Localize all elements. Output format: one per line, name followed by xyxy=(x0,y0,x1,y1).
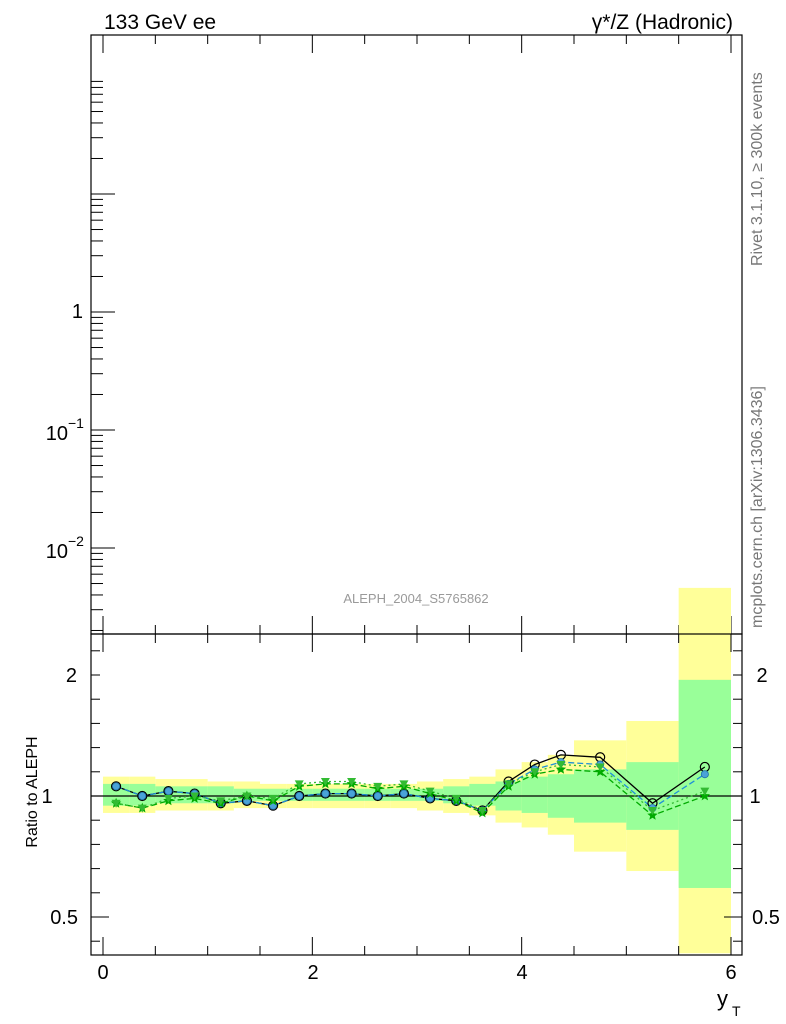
series-point-1 xyxy=(295,792,304,801)
series-line-2 xyxy=(115,768,706,817)
series-point-1 xyxy=(138,792,147,801)
series-point-1 xyxy=(112,782,121,791)
series-point-3 xyxy=(373,782,383,791)
ratio-ytick-label-left-05: 0.5 xyxy=(50,907,78,929)
series-point-0 xyxy=(137,790,148,802)
series-point-0 xyxy=(320,788,331,799)
header-left-label: 133 GeV ee xyxy=(104,11,216,34)
inner-band-bin xyxy=(521,776,548,813)
rivet-version-label: Rivet 3.1.10, ≥ 300k events xyxy=(749,72,766,266)
xtick-label-2: 2 xyxy=(307,962,318,984)
series-point-3 xyxy=(190,792,200,801)
ratio-series-group xyxy=(110,749,711,820)
main-ytick-label-10b: 10 xyxy=(46,541,68,563)
series-point-3 xyxy=(556,761,566,770)
main-panel-frame xyxy=(90,34,743,635)
series-point-1 xyxy=(700,770,709,779)
main-ytick-exponent-minus1: −1 xyxy=(68,415,84,431)
x-axis-label-subscript: T xyxy=(732,1003,741,1019)
main-ytick-exponent-minus2: −2 xyxy=(68,533,84,549)
series-point-0 xyxy=(110,781,122,792)
series-point-3 xyxy=(163,794,173,803)
xtick-label-6: 6 xyxy=(725,962,736,984)
ratio-ytick-label-right-1: 1 xyxy=(749,786,760,808)
series-point-3 xyxy=(530,768,540,777)
series-point-3 xyxy=(242,792,252,801)
ratio-ytick-label-left-2: 2 xyxy=(66,665,77,687)
series-point-3 xyxy=(425,787,435,796)
series-point-0 xyxy=(346,788,357,799)
series-point-1 xyxy=(321,789,330,798)
main-y-ticks xyxy=(91,35,732,634)
series-point-0 xyxy=(294,790,305,802)
series-point-3 xyxy=(399,780,409,789)
series-point-1 xyxy=(373,792,382,801)
series-point-3 xyxy=(451,794,461,803)
header-right-label: γ*/Z (Hadronic) xyxy=(592,11,733,34)
ratio-ytick-label-right-2: 2 xyxy=(756,665,767,687)
inner-band-bin xyxy=(469,783,496,806)
x-axis-label: y xyxy=(717,986,728,1011)
series-point-3 xyxy=(137,804,147,813)
series-point-1 xyxy=(164,787,173,796)
series-point-3 xyxy=(347,777,357,786)
main-ytick-label-1: 1 xyxy=(72,301,83,323)
series-point-1 xyxy=(399,789,408,798)
series-line-1 xyxy=(115,761,706,812)
series-point-3 xyxy=(294,780,304,789)
ratio-y-axis-label: Ratio to ALEPH xyxy=(24,736,41,847)
ratio-ticks xyxy=(91,634,742,955)
series-point-3 xyxy=(700,787,710,796)
series-point-1 xyxy=(347,789,356,798)
inner-band-bin xyxy=(678,679,731,888)
series-point-0 xyxy=(372,790,383,802)
series-point-3 xyxy=(504,780,514,789)
series-point-3 xyxy=(320,777,330,786)
series-point-3 xyxy=(216,797,226,806)
series-point-3 xyxy=(595,763,605,772)
xtick-label-4: 4 xyxy=(516,962,527,984)
series-point-3 xyxy=(111,799,121,808)
series-point-0 xyxy=(398,788,410,799)
ratio-ytick-label-left-1: 1 xyxy=(41,786,52,808)
ratio-panel: 2 1 0.5 2 1 0.5 0 2 4 6 Ratio to ALEPH y… xyxy=(24,587,780,1019)
mcplots-label: mcplots.cern.ch [arXiv:1306.3436] xyxy=(749,386,766,628)
analysis-watermark: ALEPH_2004_S5765862 xyxy=(343,591,488,606)
series-point-3 xyxy=(268,794,278,803)
main-panel: 1 10 −1 10 −2 ALEPH_2004_S5765862 xyxy=(46,34,743,635)
xtick-label-0: 0 xyxy=(97,962,108,984)
ratio-ytick-label-right-05: 0.5 xyxy=(752,907,780,929)
series-point-3 xyxy=(648,807,657,816)
main-ytick-label-10: 10 xyxy=(46,423,68,445)
series-point-3 xyxy=(477,807,487,816)
